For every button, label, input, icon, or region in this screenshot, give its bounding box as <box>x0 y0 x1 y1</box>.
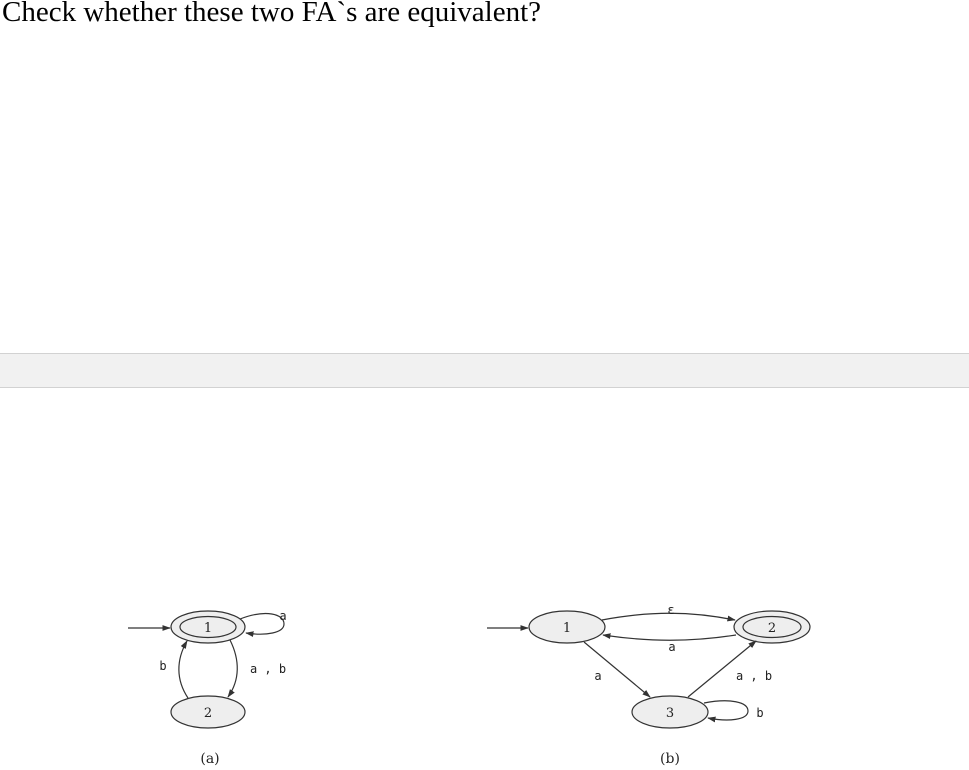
fa-b-edge-1-2 <box>601 612 736 622</box>
fa-a-edge-2-1 <box>178 640 189 699</box>
fa-b-state-1-label: 1 <box>563 621 571 636</box>
fa-b-edge-1-3 <box>583 641 651 698</box>
fa-b-edge-2-1 <box>602 633 737 641</box>
fa-b-edge-2-1-label: a <box>668 640 675 654</box>
fa-a-state-2: 2 <box>170 695 246 729</box>
fa-a-edge-2-1-label: b <box>159 659 166 673</box>
fa-a-diagram: 1 2 a a , b b (a) <box>128 609 287 767</box>
fa-a-edge-1-1-label: a <box>279 609 286 623</box>
fa-a-state-2-label: 2 <box>204 706 212 721</box>
fa-a-caption: (a) <box>200 751 219 767</box>
fa-b-edge-3-2-label: a , b <box>736 669 772 683</box>
fa-a-state-1: 1 <box>170 610 246 644</box>
fa-b-diagram: 1 2 3 ε a a a , b b (b) <box>487 603 811 767</box>
fa-b-edge-3-2 <box>687 640 757 698</box>
fa-a-state-1-label: 1 <box>204 621 212 636</box>
fa-b-state-1: 1 <box>528 610 606 644</box>
fa-a-edge-1-2-label: a , b <box>250 662 286 676</box>
fa-b-state-3-label: 3 <box>666 706 674 721</box>
question-text: Check whether these two FA`s are equival… <box>2 0 541 28</box>
fa-b-edge-3-3-label: b <box>756 706 763 720</box>
fa-b-state-2-label: 2 <box>768 621 776 636</box>
fa-a-edge-1-1 <box>239 612 285 638</box>
fa-b-edge-3-3 <box>703 700 749 723</box>
fa-a-edge-1-2 <box>227 639 238 698</box>
fa-b-state-2: 2 <box>733 610 811 644</box>
fa-b-state-3: 3 <box>631 695 709 729</box>
fa-b-edge-1-2-label: ε <box>667 603 674 617</box>
divider-bar <box>0 353 969 388</box>
fa-b-caption: (b) <box>660 751 680 767</box>
fa-b-edge-1-3-label: a <box>594 669 601 683</box>
